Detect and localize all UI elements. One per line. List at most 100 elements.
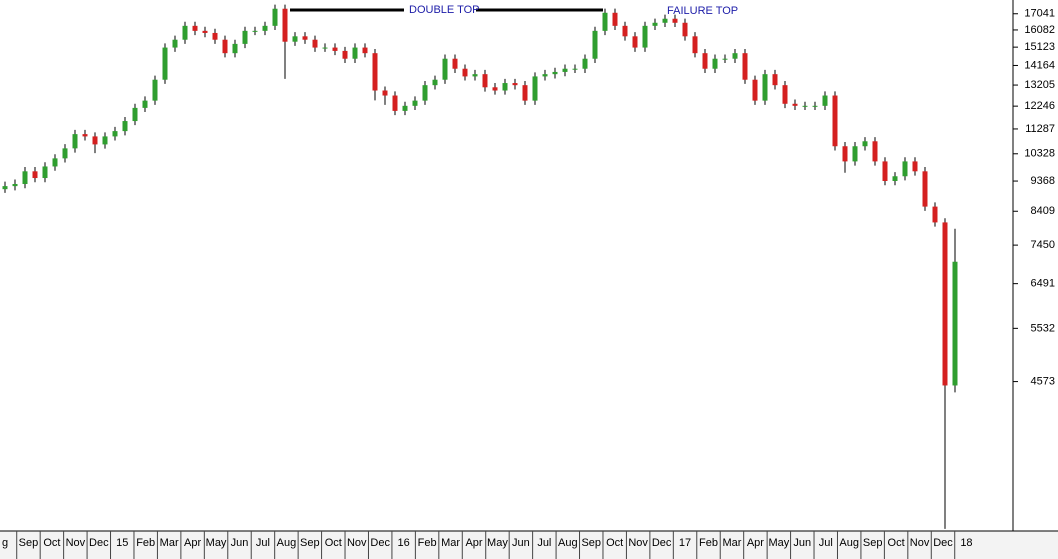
candle-body (652, 22, 658, 26)
candle-body (392, 95, 398, 111)
candle-body (842, 146, 848, 162)
x-tick-label: May (206, 537, 227, 549)
candle-body (932, 206, 938, 223)
candle-body (112, 131, 118, 137)
x-tick-label: Dec (89, 537, 109, 549)
x-tick-label: 15 (116, 537, 128, 549)
x-tick-label: Dec (370, 537, 390, 549)
candle-body (582, 58, 588, 69)
candle-body (402, 105, 408, 111)
y-tick-label: 8409 (1031, 205, 1055, 217)
y-tick-label: 11287 (1025, 123, 1055, 135)
y-tick-label: 6491 (1031, 278, 1055, 290)
candle-body (732, 53, 738, 59)
candle-body (292, 36, 298, 42)
candle-body (862, 141, 868, 147)
candle-body (212, 32, 218, 40)
candle-body (62, 148, 68, 159)
candle-body (822, 95, 828, 106)
candle-body (602, 12, 608, 31)
x-tick-label: Aug (839, 537, 859, 549)
candle-body (522, 85, 528, 101)
candle-body (912, 161, 918, 172)
candle-body (222, 39, 228, 54)
x-tick-label: 17 (679, 537, 691, 549)
x-tick-label: Dec (933, 537, 953, 549)
candle-body (622, 25, 628, 37)
x-tick-label: Sep (863, 537, 883, 549)
x-tick-label: Apr (747, 537, 764, 549)
candles (2, 4, 958, 529)
y-tick-label: 10328 (1024, 148, 1055, 160)
candle-body (952, 261, 958, 386)
candle-body (472, 74, 478, 77)
candle-body (682, 22, 688, 37)
y-tick-label: 5532 (1031, 322, 1055, 334)
candle-body (562, 68, 568, 72)
candle-body (892, 176, 898, 181)
candle-body (242, 30, 248, 44)
candle-body (662, 18, 668, 23)
y-tick-label: 14164 (1024, 59, 1055, 71)
candle-body (722, 58, 728, 60)
candle-body (22, 171, 28, 184)
x-tick-label: May (487, 537, 508, 549)
candle-body (852, 146, 858, 162)
candle-body (812, 105, 818, 107)
candle-body (82, 134, 88, 137)
candle-body (372, 53, 378, 91)
candle-body (132, 107, 138, 122)
candle-body (232, 43, 238, 54)
candle-body (202, 30, 208, 33)
candle-body (52, 158, 58, 167)
candle-body (92, 136, 98, 145)
candle-body (382, 90, 388, 96)
candle-body (642, 25, 648, 48)
x-tick-label: Oct (43, 537, 60, 549)
candle-body (302, 36, 308, 40)
candle-body (512, 83, 518, 86)
candle-body (742, 53, 748, 80)
candle-body (252, 30, 258, 32)
y-tick-label: 7450 (1031, 239, 1055, 251)
candle-body (802, 105, 808, 107)
x-tick-label: g (2, 537, 8, 549)
candle-body (312, 39, 318, 48)
annotation: FAILURE TOP (667, 5, 738, 17)
x-tick-label: Jun (512, 537, 530, 549)
x-tick-label: Jul (256, 537, 270, 549)
candle-body (612, 12, 618, 26)
candle-body (762, 74, 768, 101)
candle-body (832, 95, 838, 147)
y-tick-label: 16082 (1024, 24, 1055, 36)
x-tick-label: Sep (581, 537, 601, 549)
candle-body (782, 85, 788, 104)
x-tick-label: Mar (160, 537, 179, 549)
candle-body (162, 47, 168, 80)
x-tick-label: Nov (66, 537, 86, 549)
candle-body (152, 79, 158, 101)
candle-body (332, 47, 338, 51)
x-tick-label: Oct (888, 537, 905, 549)
candle-body (352, 47, 358, 59)
candle-body (362, 47, 368, 54)
candle-body (882, 161, 888, 181)
candle-body (482, 74, 488, 88)
x-tick-label: Oct (606, 537, 623, 549)
x-tick-label: Jun (231, 537, 249, 549)
candle-body (422, 85, 428, 101)
x-tick-label: Aug (558, 537, 578, 549)
x-tick-label: Jul (537, 537, 551, 549)
x-tick-label: Dec (652, 537, 672, 549)
x-tick-label: Feb (699, 537, 718, 549)
x-tick-label: Apr (184, 537, 201, 549)
y-tick-label: 9368 (1031, 175, 1055, 187)
candle-body (282, 8, 288, 42)
x-tick-label: Nov (347, 537, 367, 549)
candle-body (12, 183, 18, 187)
candle-body (42, 166, 48, 179)
x-tick-label: Aug (277, 537, 297, 549)
candle-body (32, 171, 38, 179)
candle-body (572, 68, 578, 70)
candle-body (692, 36, 698, 54)
